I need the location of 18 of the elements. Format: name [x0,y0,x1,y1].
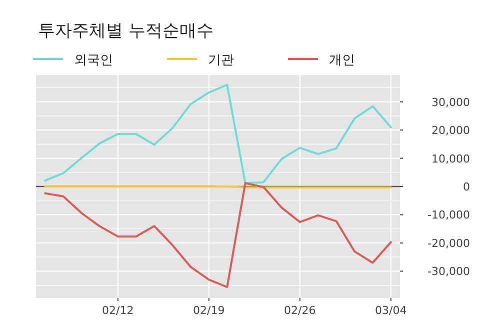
y-tick-label: -30,000 [428,265,470,278]
y-tick-label: 10,000 [432,152,470,166]
legend-label: 기관 [208,53,234,68]
legend-item: 기관 [167,53,234,68]
y-tick-label: -20,000 [428,236,470,250]
x-tick-label: 03/04 [375,304,407,317]
y-tick-label: -10,000 [428,208,470,222]
x-tick-label: 02/19 [193,304,225,317]
legend-label: 개인 [329,53,355,68]
x-tick-label: 02/12 [102,304,134,317]
legend-item: 개인 [288,53,355,68]
x-tick-label: 02/26 [284,304,316,317]
y-tick-label: 20,000 [432,124,470,138]
y-tick-label: 30,000 [432,96,470,109]
legend-item: 외국인 [33,53,113,68]
legend-label: 외국인 [74,53,113,68]
chart-title: 투자주체별 누적순매수 [38,21,214,41]
y-tick-label: 0 [463,180,470,194]
